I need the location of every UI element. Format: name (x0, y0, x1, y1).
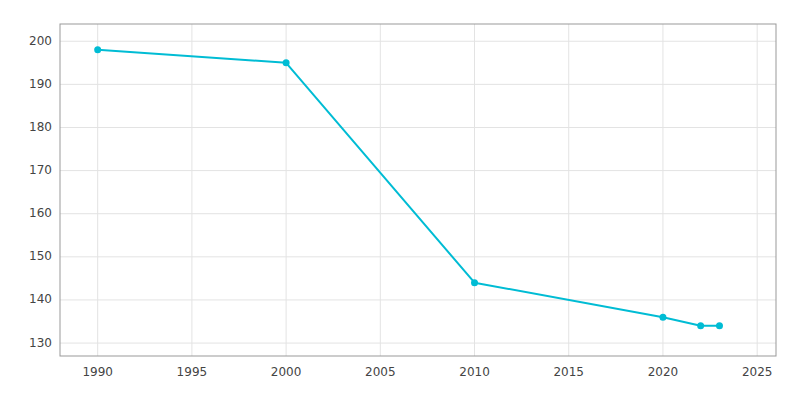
page: {"chart_data": {"type": "line", "x": [19… (0, 0, 800, 400)
x-grid-line (757, 24, 758, 356)
x-grid-line (286, 24, 287, 356)
y-tick-label: 180 (29, 120, 52, 134)
marker (283, 59, 290, 66)
y-grid-line (60, 256, 776, 257)
y-grid-line (60, 213, 776, 214)
chart-container: 130 140 150 160 170 180 190 200 1990 1995 2000 2005… (0, 0, 800, 400)
x-tick-label: 2020 (648, 365, 679, 379)
marker (94, 46, 101, 53)
x-tick-label: 2025 (742, 365, 773, 379)
x-tick-label: 2010 (459, 365, 490, 379)
y-grid-line (60, 84, 776, 85)
grid (60, 24, 776, 356)
y-tick-label: 140 (29, 292, 52, 306)
plot-area (60, 24, 776, 356)
x-grid-line (380, 24, 381, 356)
chart-svg: 130 140 150 160 170 180 190 200 1990 1995 2000 2005… (0, 0, 800, 400)
y-grid-line (60, 41, 776, 42)
x-tick-label: 2015 (553, 365, 584, 379)
x-tick-label: 1990 (82, 365, 113, 379)
y-tick-label: 160 (29, 206, 52, 220)
y-tick-label: 130 (29, 336, 52, 350)
axes: 130 140 150 160 170 180 190 200 1990 1995 2000 2005… (29, 34, 772, 379)
x-grid-line (474, 24, 475, 356)
y-grid-line (60, 343, 776, 344)
marker (697, 322, 704, 329)
y-tick-label: 150 (29, 249, 52, 263)
x-tick-label: 2005 (365, 365, 396, 379)
y-grid-line (60, 299, 776, 300)
marker (471, 279, 478, 286)
x-grid-line (568, 24, 569, 356)
marker (716, 322, 723, 329)
y-grid-line (60, 170, 776, 171)
y-tick-label: 200 (29, 34, 52, 48)
x-grid-line (97, 24, 98, 356)
x-tick-label: 2000 (271, 365, 302, 379)
y-tick-label: 190 (29, 77, 52, 91)
marker (659, 314, 666, 321)
x-grid-line (662, 24, 663, 356)
y-tick-label: 170 (29, 163, 52, 177)
y-grid-line (60, 127, 776, 128)
x-grid-line (191, 24, 192, 356)
line (98, 50, 720, 326)
plot-frame (60, 24, 776, 356)
series (94, 46, 723, 329)
x-tick-label: 1995 (177, 365, 208, 379)
